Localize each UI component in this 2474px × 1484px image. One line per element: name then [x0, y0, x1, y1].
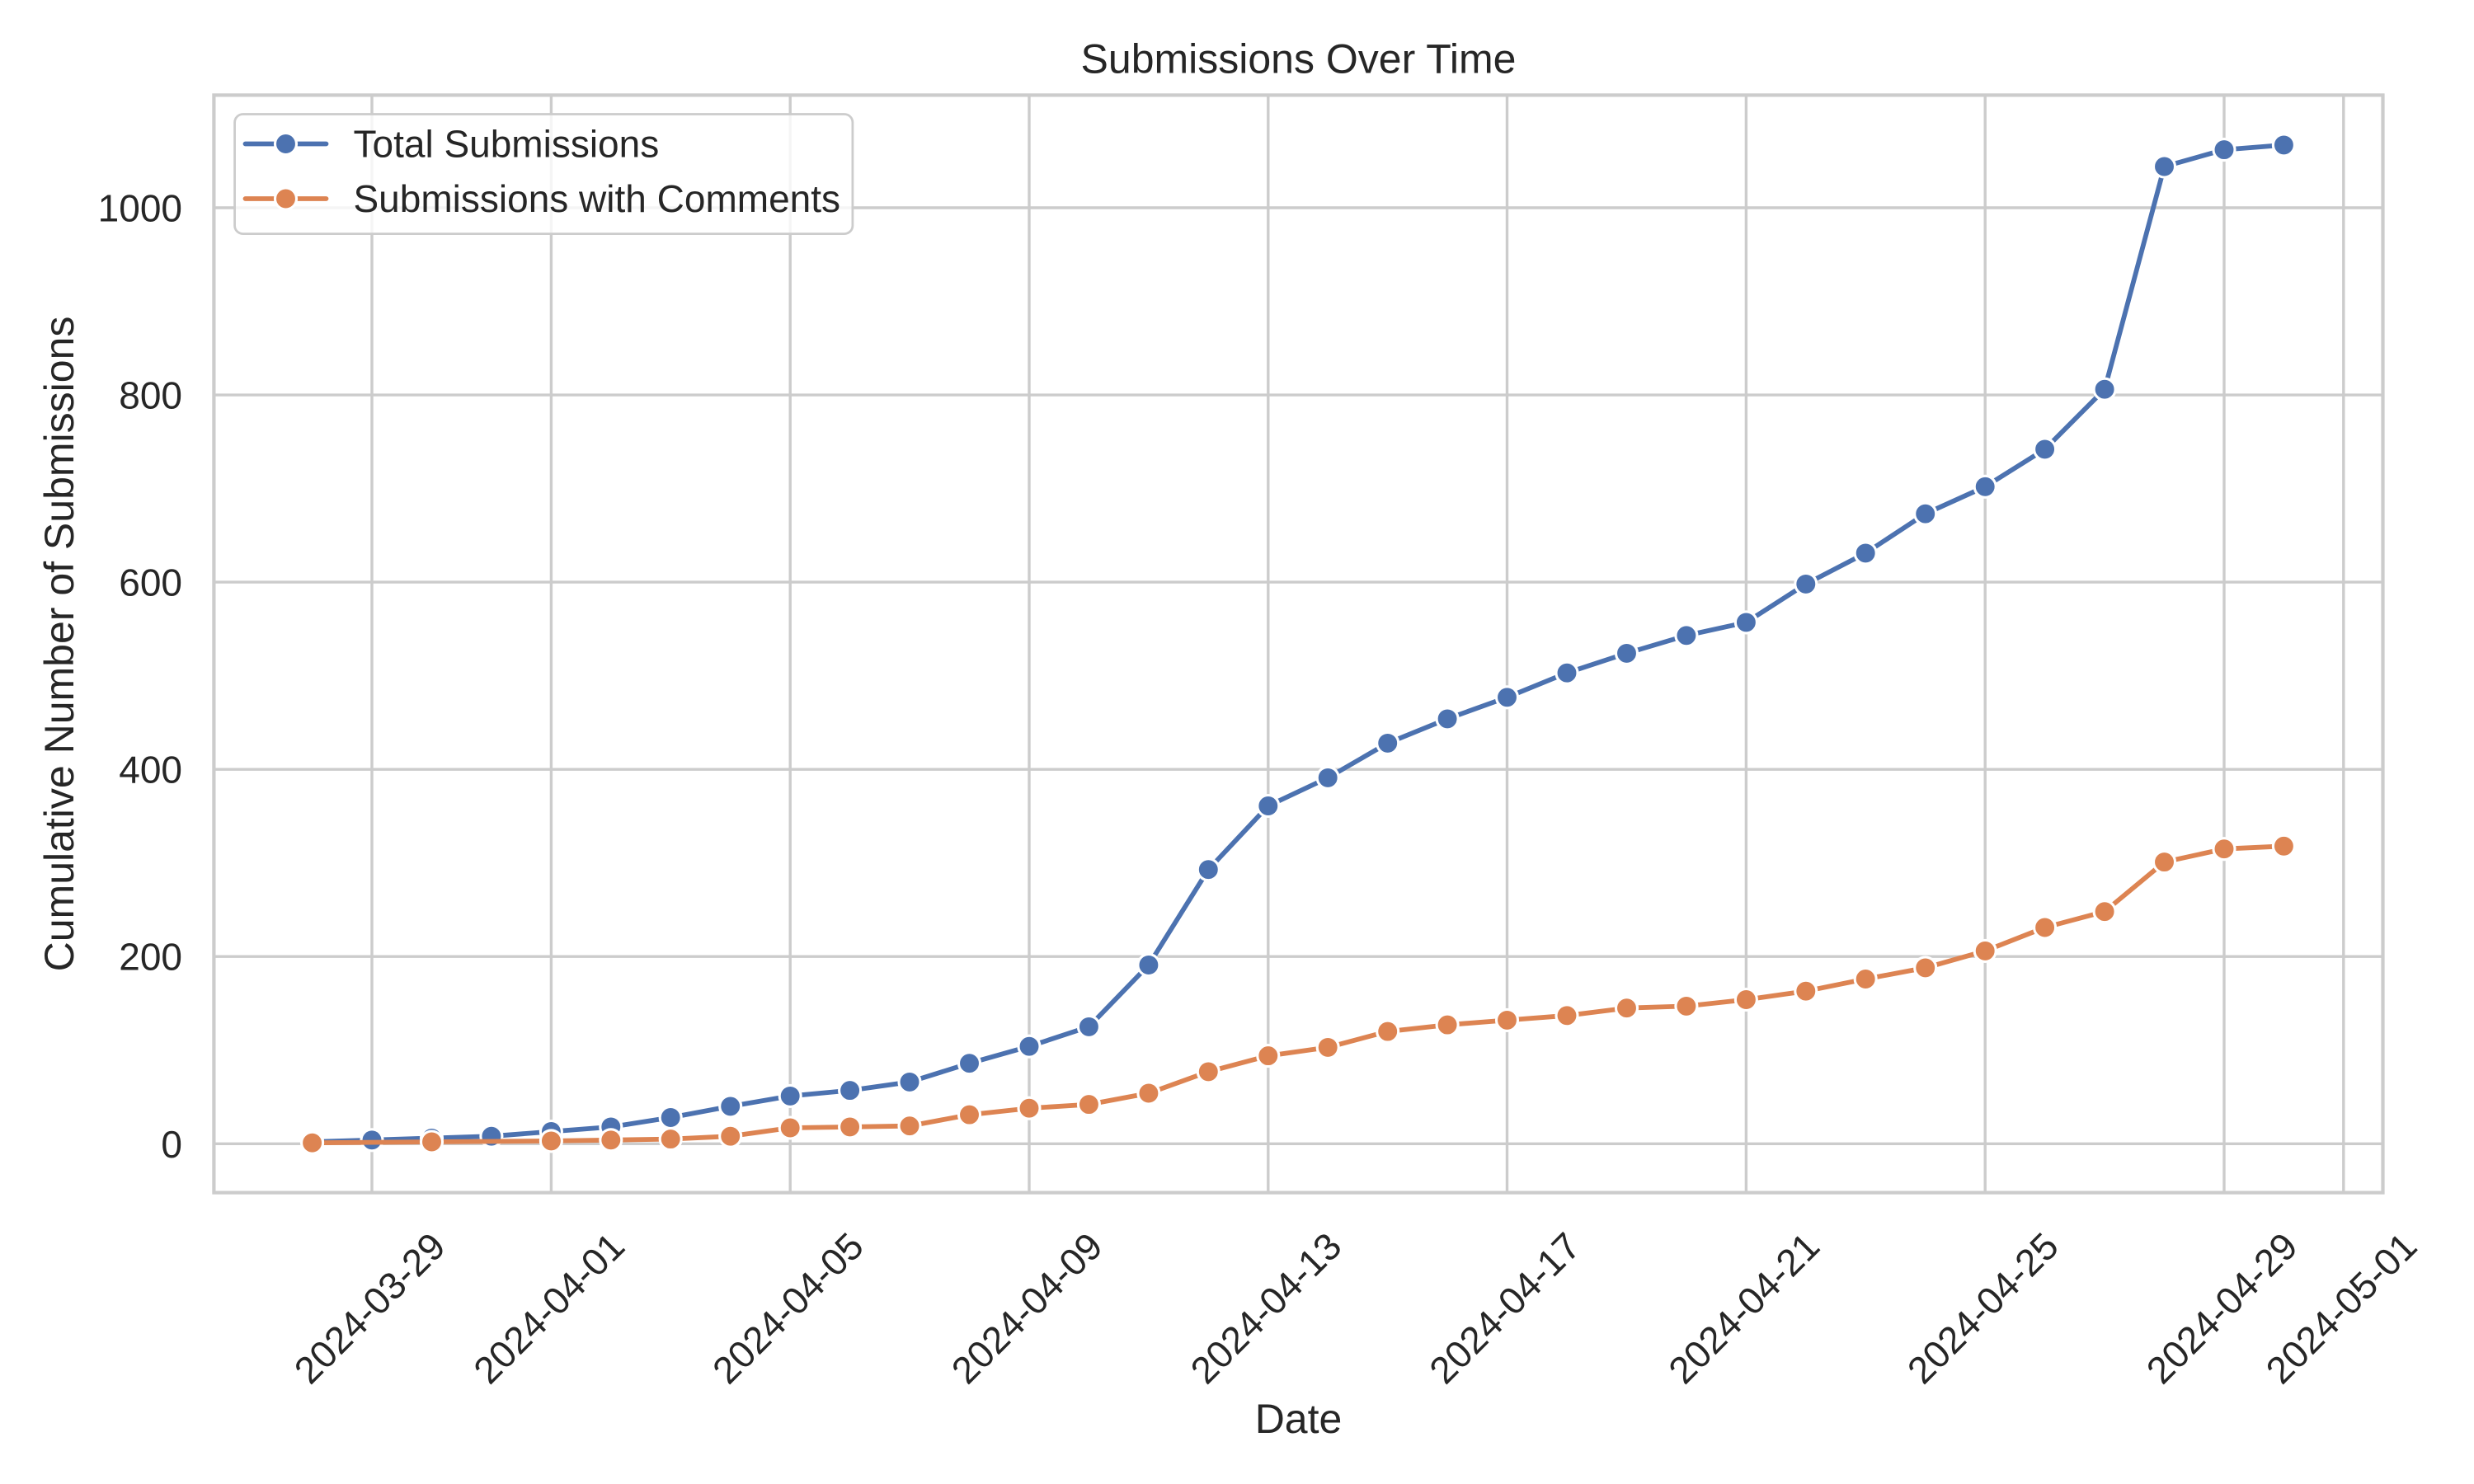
svg-text:0: 0 [161, 1123, 182, 1166]
svg-text:Submissions with Comments: Submissions with Comments [354, 177, 841, 220]
svg-text:Cumulative Number of Submissio: Cumulative Number of Submissions [36, 317, 82, 972]
svg-text:Total Submissions: Total Submissions [354, 122, 660, 165]
svg-text:200: 200 [119, 936, 182, 979]
svg-text:1000: 1000 [98, 187, 182, 230]
svg-text:400: 400 [119, 749, 182, 791]
svg-text:Submissions Over Time: Submissions Over Time [1081, 35, 1517, 82]
svg-text:Date: Date [1255, 1396, 1343, 1442]
svg-text:800: 800 [119, 374, 182, 417]
svg-text:600: 600 [119, 561, 182, 604]
